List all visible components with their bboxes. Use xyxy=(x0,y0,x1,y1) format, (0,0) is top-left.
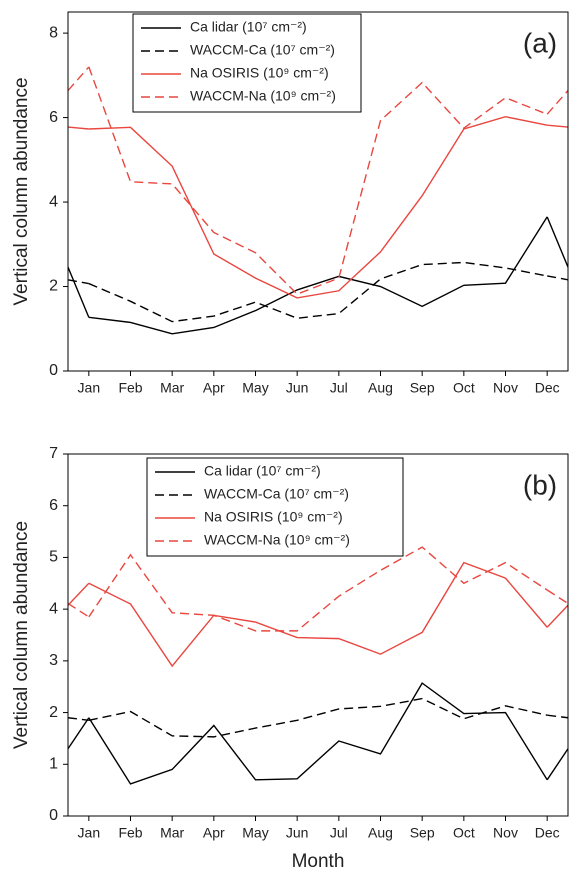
x-tick-label: May xyxy=(242,825,268,841)
y-tick-label: 4 xyxy=(49,600,58,617)
x-tick-label: Aug xyxy=(368,380,393,396)
legend-label: WACCM-Na (10⁹ cm⁻²) xyxy=(190,88,336,104)
y-tick-label: 7 xyxy=(49,445,58,462)
legend-box xyxy=(146,457,404,557)
wrap-segment xyxy=(67,589,569,618)
x-tick-label: Sep xyxy=(410,380,435,396)
x-tick-label: Feb xyxy=(118,825,142,841)
series-line xyxy=(88,561,548,668)
x-tick-label: Oct xyxy=(453,825,475,841)
wrap-segment xyxy=(67,124,569,130)
x-tick-label: Oct xyxy=(453,380,475,396)
legend-label: WACCM-Ca (10⁷ cm⁻²) xyxy=(190,42,335,58)
wrap-segment xyxy=(67,216,569,318)
series-line xyxy=(88,261,548,323)
series-line xyxy=(88,682,548,785)
plot-frame xyxy=(67,453,569,817)
x-tick-label: Nov xyxy=(493,825,518,841)
wrap-segment xyxy=(67,66,569,115)
wrap-segment xyxy=(67,714,569,722)
x-tick-label: Jun xyxy=(286,380,309,396)
legend-label: Ca lidar (10⁷ cm⁻²) xyxy=(190,19,307,35)
panel-label: (b) xyxy=(523,469,557,500)
y-axis-label: Vertical column abundance xyxy=(11,521,32,749)
wrap-segment xyxy=(67,275,569,285)
x-tick-label: Dec xyxy=(535,825,560,841)
y-tick-label: 2 xyxy=(49,704,58,721)
x-tick-label: Nov xyxy=(493,380,518,396)
x-tick-label: Mar xyxy=(160,825,184,841)
x-tick-label: Feb xyxy=(118,380,142,396)
x-tick-label: Aug xyxy=(368,825,393,841)
series-line xyxy=(88,216,548,335)
legend-label: WACCM-Ca (10⁷ cm⁻²) xyxy=(204,486,349,502)
legend-label: WACCM-Na (10⁹ cm⁻²) xyxy=(204,532,350,548)
wrap-segment xyxy=(67,717,569,781)
legend-label: Na OSIRIS (10⁹ cm⁻²) xyxy=(204,509,343,525)
y-tick-label: 5 xyxy=(49,549,58,566)
x-tick-label: Jan xyxy=(78,825,101,841)
x-tick-label: Apr xyxy=(203,380,225,396)
series-line xyxy=(88,66,548,295)
x-tick-label: Jul xyxy=(330,380,348,396)
series-line xyxy=(88,697,548,738)
y-tick-label: 2 xyxy=(49,278,58,295)
y-tick-label: 4 xyxy=(49,193,58,210)
legend-box xyxy=(132,13,362,113)
x-tick-label: Jul xyxy=(330,825,348,841)
series-line xyxy=(88,546,548,632)
y-tick-label: 8 xyxy=(49,24,58,41)
x-axis-label: Month xyxy=(292,851,345,872)
legend-label: Ca lidar (10⁷ cm⁻²) xyxy=(204,463,321,479)
x-tick-label: Jun xyxy=(286,825,309,841)
x-tick-label: Dec xyxy=(535,380,560,396)
series-line xyxy=(88,116,548,299)
legend-label: Na OSIRIS (10⁹ cm⁻²) xyxy=(190,65,329,81)
x-tick-label: Mar xyxy=(160,380,184,396)
y-tick-label: 3 xyxy=(49,652,58,669)
y-tick-label: 6 xyxy=(49,497,58,514)
y-tick-label: 6 xyxy=(49,109,58,126)
plot-frame xyxy=(67,11,569,372)
x-tick-label: Jan xyxy=(78,380,101,396)
y-tick-label: 1 xyxy=(49,756,58,773)
x-tick-label: May xyxy=(242,380,268,396)
panel-label: (a) xyxy=(523,27,557,58)
x-tick-label: Sep xyxy=(410,825,435,841)
x-tick-label: Apr xyxy=(203,825,225,841)
y-tick-label: 0 xyxy=(49,807,58,824)
y-tick-label: 0 xyxy=(49,362,58,379)
wrap-segment xyxy=(67,582,569,628)
y-axis-label: Vertical column abundance xyxy=(11,77,32,305)
